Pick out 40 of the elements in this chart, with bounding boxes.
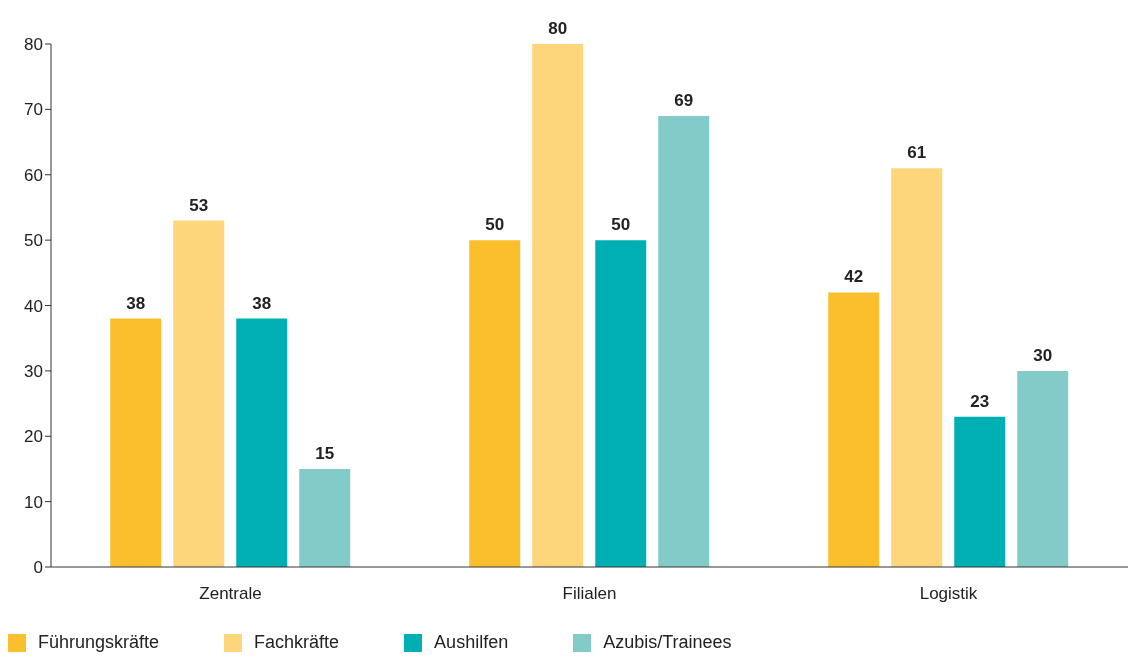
data-label: 50: [485, 215, 505, 235]
data-label: 50: [611, 215, 631, 235]
bar: [236, 318, 288, 567]
legend-label: Fachkräfte: [254, 632, 340, 652]
legend-label: Aushilfen: [434, 632, 509, 652]
y-tick-label: 30: [24, 361, 43, 381]
y-tick-label: 70: [24, 100, 43, 120]
bar: [1017, 370, 1069, 567]
bar: [954, 416, 1006, 567]
y-tick-label: 50: [24, 231, 43, 251]
legend-label: Führungskräfte: [38, 632, 160, 652]
y-tick-label: 60: [24, 165, 43, 185]
bar: [299, 468, 351, 567]
x-tick-label: Zentrale: [199, 584, 262, 604]
data-label: 38: [126, 293, 146, 313]
y-tick-label: 80: [24, 35, 43, 55]
bar: [110, 318, 162, 567]
y-tick-label: 10: [24, 492, 43, 512]
y-tick-label: 20: [24, 427, 43, 447]
data-label: 61: [907, 143, 927, 163]
data-label: 53: [189, 195, 209, 215]
bar: [891, 168, 943, 567]
bar: [469, 240, 521, 567]
bar: [658, 115, 710, 567]
legend-label: Azubis/Trainees: [603, 632, 732, 652]
data-label: 23: [970, 391, 990, 411]
y-tick-label: 0: [33, 558, 43, 578]
bar: [173, 220, 225, 567]
bar: [595, 240, 647, 567]
y-tick-label: 40: [24, 296, 43, 316]
bar: [532, 44, 584, 567]
data-label: 30: [1033, 345, 1053, 365]
data-label: 38: [252, 293, 272, 313]
data-label: 69: [674, 90, 694, 110]
x-tick-label: Filialen: [562, 584, 617, 604]
data-label: 15: [315, 443, 335, 463]
x-tick-label: Logistik: [919, 584, 978, 604]
bar: [828, 292, 880, 567]
data-label: 80: [548, 19, 568, 38]
data-label: 42: [844, 267, 864, 287]
